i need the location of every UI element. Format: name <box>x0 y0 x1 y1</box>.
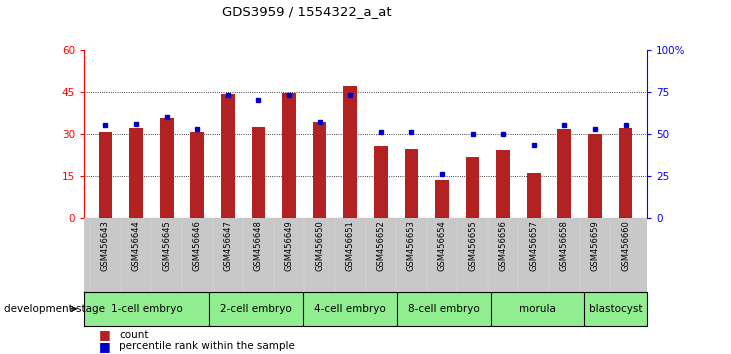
Text: GSM456653: GSM456653 <box>407 220 416 271</box>
Text: GSM456650: GSM456650 <box>315 220 324 271</box>
Text: GSM456658: GSM456658 <box>560 220 569 271</box>
Text: GSM456659: GSM456659 <box>591 220 599 271</box>
Text: 1-cell embryo: 1-cell embryo <box>110 304 183 314</box>
Text: GSM456651: GSM456651 <box>346 220 355 271</box>
Text: blastocyst: blastocyst <box>589 304 643 314</box>
Bar <box>313 122 327 218</box>
Text: ■: ■ <box>99 340 110 353</box>
Bar <box>618 128 632 218</box>
Text: GSM456657: GSM456657 <box>529 220 538 271</box>
Text: GSM456656: GSM456656 <box>499 220 507 271</box>
Bar <box>527 173 541 218</box>
Bar <box>344 86 357 218</box>
Bar <box>558 130 571 218</box>
Text: GSM456643: GSM456643 <box>101 220 110 271</box>
Text: GSM456648: GSM456648 <box>254 220 263 271</box>
Text: GSM456655: GSM456655 <box>468 220 477 271</box>
Text: GSM456660: GSM456660 <box>621 220 630 271</box>
Text: GSM456654: GSM456654 <box>437 220 447 271</box>
Bar <box>190 132 204 218</box>
Text: GSM456647: GSM456647 <box>224 220 232 271</box>
Bar <box>129 128 143 218</box>
Bar <box>496 150 510 218</box>
Text: GSM456652: GSM456652 <box>376 220 385 271</box>
Text: 2-cell embryo: 2-cell embryo <box>220 304 292 314</box>
Bar <box>221 95 235 218</box>
Text: morula: morula <box>519 304 556 314</box>
Bar <box>435 180 449 218</box>
Bar <box>466 158 480 218</box>
Bar <box>588 133 602 218</box>
Text: GSM456649: GSM456649 <box>284 220 294 271</box>
Bar <box>404 149 418 218</box>
Text: GSM456644: GSM456644 <box>132 220 140 271</box>
Text: 8-cell embryo: 8-cell embryo <box>408 304 480 314</box>
Text: 4-cell embryo: 4-cell embryo <box>314 304 386 314</box>
Text: percentile rank within the sample: percentile rank within the sample <box>119 341 295 351</box>
Bar <box>160 118 173 218</box>
Bar <box>374 146 387 218</box>
Text: count: count <box>119 330 148 339</box>
Bar <box>282 93 296 218</box>
Text: GSM456645: GSM456645 <box>162 220 171 271</box>
Bar <box>99 132 113 218</box>
Text: GDS3959 / 1554322_a_at: GDS3959 / 1554322_a_at <box>222 5 392 18</box>
Text: GSM456646: GSM456646 <box>193 220 202 271</box>
Bar <box>251 127 265 218</box>
Text: development stage: development stage <box>4 304 105 314</box>
Text: ■: ■ <box>99 328 110 341</box>
